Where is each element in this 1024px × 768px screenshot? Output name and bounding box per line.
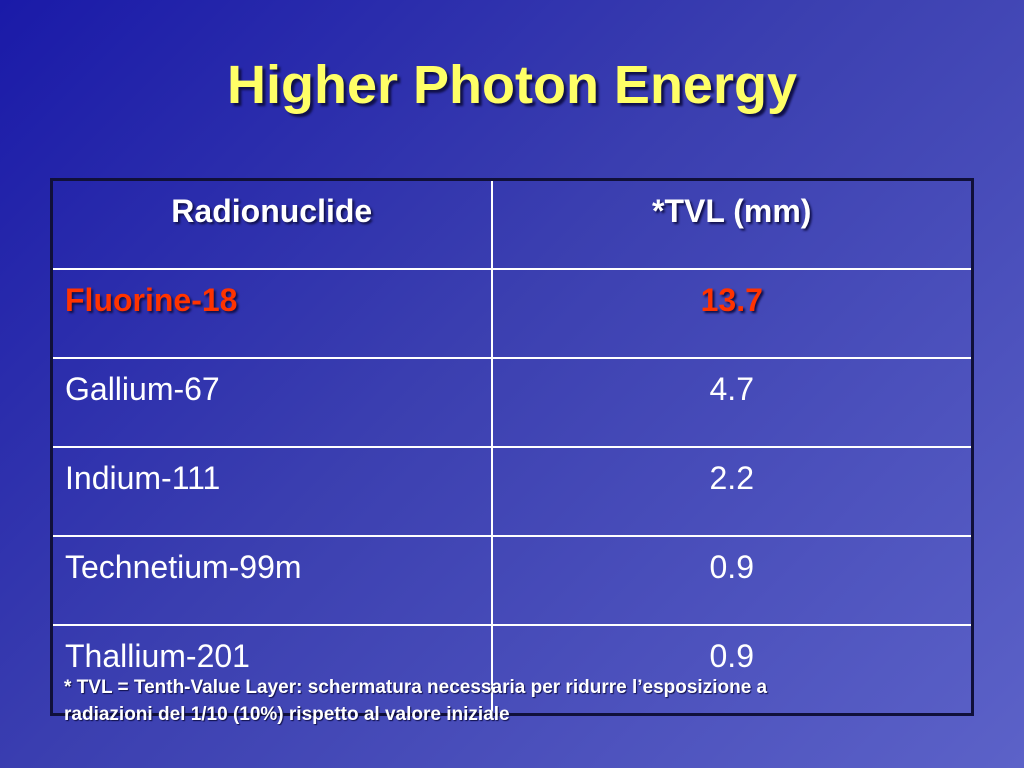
radionuclide-name: Thallium-201 xyxy=(50,624,493,716)
tvl-value: 0.9 xyxy=(490,535,974,626)
footnote: * TVL = Tenth-Value Layer: schermatura n… xyxy=(64,674,964,728)
radionuclide-name: Gallium-67 xyxy=(50,357,493,448)
column-header-radionuclide: Radionuclide xyxy=(50,178,493,270)
table-row-highlighted: Fluorine-18 13.7 xyxy=(50,268,974,359)
footnote-line-2: radiazioni del 1/10 (10%) rispetto al va… xyxy=(64,704,510,725)
table-row: Indium-111 2.2 xyxy=(50,446,974,537)
table-header-row: Radionuclide *TVL (mm) xyxy=(50,178,974,270)
tvl-value: 2.2 xyxy=(490,446,974,537)
tvl-table: Radionuclide *TVL (mm) Fluorine-18 13.7 … xyxy=(50,178,974,716)
tvl-value: 4.7 xyxy=(490,357,974,448)
tvl-value: 13.7 xyxy=(490,268,974,359)
footnote-line-1: * TVL = Tenth-Value Layer: schermatura n… xyxy=(64,677,768,698)
table-row: Gallium-67 4.7 xyxy=(50,357,974,448)
radionuclide-name: Indium-111 xyxy=(50,446,493,537)
radionuclide-name: Technetium-99m xyxy=(50,535,493,626)
slide-title: Higher Photon Energy xyxy=(226,55,798,115)
column-header-tvl: *TVL (mm) xyxy=(490,178,974,270)
tvl-value: 0.9 xyxy=(490,624,974,716)
table-row: Technetium-99m 0.9 xyxy=(50,535,974,626)
table-row: Thallium-201 0.9 xyxy=(50,624,974,716)
radionuclide-name: Fluorine-18 xyxy=(50,268,493,359)
